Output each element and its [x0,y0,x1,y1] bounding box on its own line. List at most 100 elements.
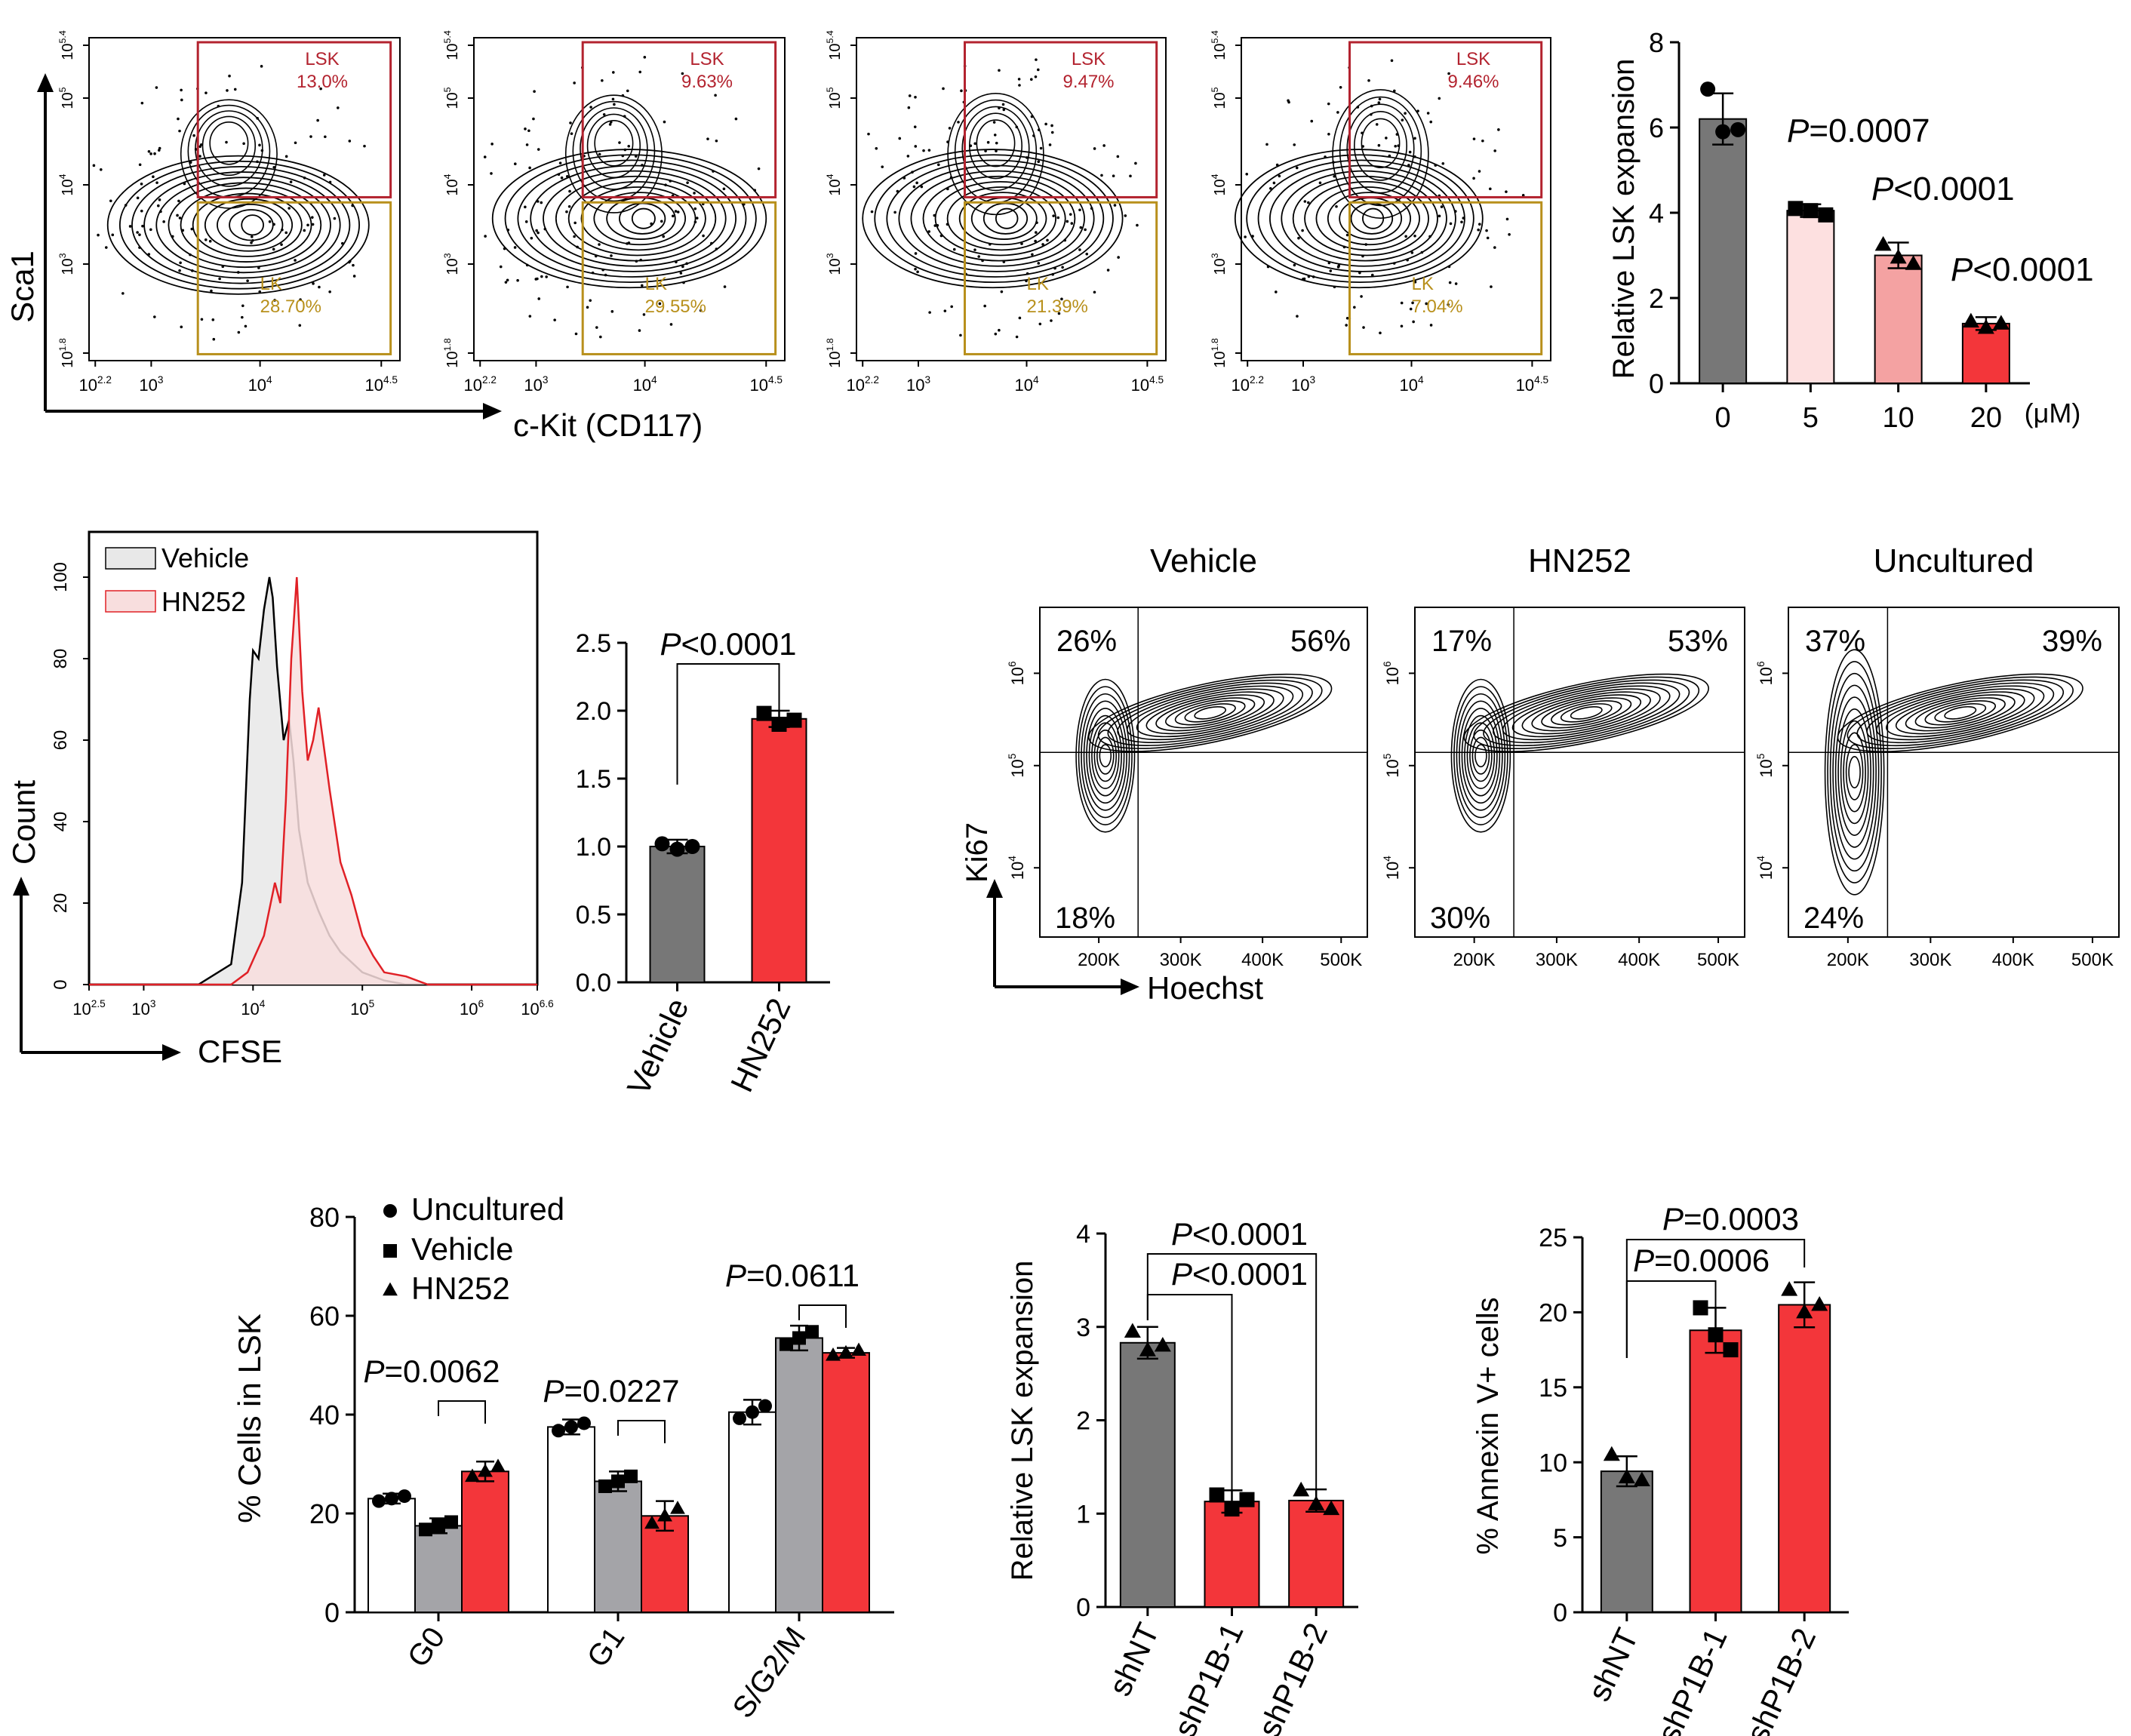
flow-event-dot [1293,263,1296,267]
data-point [624,1469,638,1483]
flow-event-dot [1462,217,1465,220]
flow-event-dot [908,94,912,97]
ki67-panel-title: Vehicle [1150,542,1257,579]
chart-lsk-dose: 0 2 4 6 8 0 5 10 20 Relative LSK expansion (μM) P=0… [1607,27,2094,434]
flow-event-dot [1318,181,1322,185]
bar-vehicle [414,1525,463,1613]
lk-percent: 7.04% [1412,297,1463,317]
flow-event-dot [159,210,162,214]
flow-event-dot [627,241,631,244]
flow-event-dot [675,260,678,264]
flow-event-dot [1489,187,1492,191]
significance-bracket-2 [1625,1280,1717,1358]
data-point [398,1489,411,1504]
flow-event-dot [1015,335,1019,339]
flow-event-dot [194,148,198,151]
flow-event-dot [1017,78,1021,81]
flow-event-dot [1050,319,1053,322]
flow-event-dot [993,134,997,137]
flow-event-dot [490,143,494,146]
flow-event-dot [1057,312,1061,315]
flow-event-dot [153,152,156,155]
flow-event-dot [553,318,556,321]
flow-event-dot [212,337,216,341]
flow-event-dot [258,143,261,147]
chart-annexin-y-tick-label: 5 [1553,1524,1567,1553]
category-label: 5 [1803,402,1819,434]
data-point [577,1416,591,1430]
flow-event-dot [560,176,564,180]
data-point [1874,235,1892,251]
flow-event-dot [1413,234,1416,238]
flow-event-dot [540,275,543,278]
flow-event-dot [504,281,508,284]
flow-event-dot [609,121,613,124]
data-point [771,717,787,732]
flow-event-dot [1412,320,1415,324]
chart-annexin-y-tick-label: 20 [1539,1299,1567,1328]
ki67-contour [1097,676,1323,749]
flow-event-dot [623,148,627,152]
sca1-axis-label: Sca1 [5,250,40,323]
flow-event-dot [1025,279,1028,283]
data-point [1323,1500,1340,1516]
flow-event-dot [1266,265,1270,269]
flow-event-dot [516,278,519,282]
flow-event-dot [99,167,103,171]
flow-event-dot [1035,231,1038,234]
chart-shp1b-y-tick-label: 0 [1076,1593,1090,1622]
flow-event-dot [681,265,684,269]
flow-event-dot [525,143,529,146]
flow-contour [192,192,303,257]
chart-shp1b-y-tick-label: 4 [1076,1220,1090,1249]
flow-event-dot [591,271,595,275]
flow-event-dot [1093,290,1096,294]
chart-ki67: Vehicle 26% 56% 18% 200K 300K 400K 500K 106 105 10… [1007,542,2120,970]
flow-contour-upper [1361,118,1401,168]
flow-event-dot [1116,155,1120,158]
flow-event-dot [681,72,684,75]
flow-event-dot [650,222,653,226]
flow-event-dot [671,214,675,218]
flow-y-tick-label: 104 [442,174,461,195]
flow-event-dot [256,160,259,164]
ki67-axes-legend [993,894,1124,988]
ki67-contour [1127,685,1294,741]
flow-event-dot [1413,137,1416,140]
category-label: HN252 [724,993,798,1097]
unit-label: (μM) [2025,398,2081,429]
flow-event-dot [260,65,263,68]
flow-event-dot [1102,144,1105,147]
flow-y-tick-label: 103 [57,253,76,275]
flow-contour-upper [1339,96,1422,207]
flow-event-dot [351,204,354,207]
quadrant-top-right: 39% [2042,625,2102,658]
ki67-contour-g0 [1459,700,1503,811]
flow-event-dot [1345,324,1348,327]
flow-event-dot [1084,228,1087,232]
flow-event-dot [1050,124,1053,128]
data-point [1693,1300,1708,1316]
flow-event-dot [226,89,229,92]
hoechst-arrowhead-icon [1121,979,1139,995]
flow-event-dot [676,210,680,214]
flow-event-dot [1100,174,1103,177]
flow-event-dot [1048,143,1052,146]
hist-y-tick-label: 20 [51,893,71,914]
flow-event-dot [1448,281,1452,284]
flow-event-dot [1035,58,1038,61]
flow-event-dot [742,202,746,206]
flow-contour [217,203,284,247]
ki67-contour-g0 [1843,732,1866,813]
flow-event-dot [1324,155,1327,158]
ki67-y-tick-label: 104 [1007,856,1027,880]
flow-event-dot [679,272,683,275]
flow-event-dot [536,200,540,203]
flow-event-dot [621,94,625,97]
chart-lsk-dose-y-tick-label: 4 [1649,198,1664,229]
flow-event-dot [352,263,355,267]
flow-event-dot [204,91,208,94]
p-value: P=0.0227 [543,1373,679,1409]
category-label: G1 [581,1621,632,1673]
flow-event-dot [1378,97,1382,101]
